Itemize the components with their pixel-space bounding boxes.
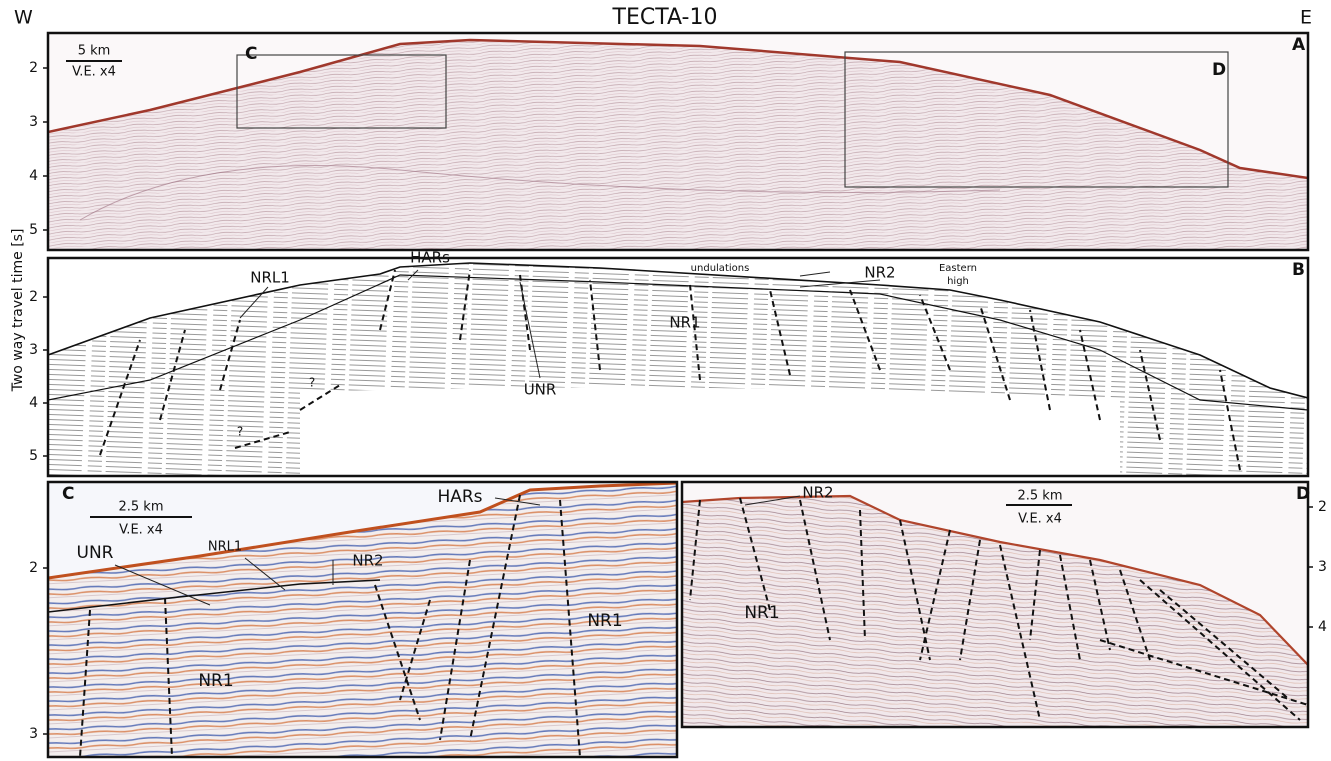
annotation: high bbox=[947, 276, 969, 287]
figure-title: TECTA-10 bbox=[612, 5, 718, 30]
panel-label: B bbox=[1292, 260, 1305, 280]
y-tick-label: 5 bbox=[29, 222, 38, 238]
y-tick-label: 3 bbox=[29, 726, 38, 742]
y-axis-label: Two way travel time [s] bbox=[10, 229, 26, 393]
east-label: E bbox=[1300, 7, 1312, 29]
annotation: NR1 bbox=[669, 314, 700, 332]
scale-label: 2.5 km bbox=[119, 500, 164, 515]
panel-label: A bbox=[1292, 35, 1306, 55]
ve-label: V.E. x4 bbox=[119, 523, 163, 538]
ve-label: V.E. x4 bbox=[72, 65, 116, 80]
y-tick-label: 4 bbox=[1318, 619, 1327, 635]
panel-label: D bbox=[1296, 484, 1310, 504]
annotation: NR1 bbox=[198, 671, 233, 691]
annotation: NRL1 bbox=[208, 540, 242, 555]
panel-b-image bbox=[48, 258, 1308, 476]
scale-label: 5 km bbox=[78, 44, 111, 59]
y-tick-label: 2 bbox=[29, 289, 38, 305]
annotation: UNR bbox=[77, 543, 114, 563]
box-c-label: C bbox=[245, 44, 257, 64]
y-tick-label: 3 bbox=[1318, 559, 1327, 575]
y-tick-label: 3 bbox=[29, 342, 38, 358]
annotation: undulations bbox=[691, 263, 750, 274]
annotation: ? bbox=[309, 376, 315, 390]
y-tick-label: 2 bbox=[29, 560, 38, 576]
annotation: NR1 bbox=[587, 611, 622, 631]
annotation: HARs bbox=[437, 487, 482, 507]
annotation: NR2 bbox=[352, 552, 383, 570]
annotation: NR2 bbox=[802, 484, 833, 502]
y-tick-label: 3 bbox=[29, 114, 38, 130]
y-tick-label: 4 bbox=[29, 168, 38, 184]
y-tick-label: 2 bbox=[1318, 499, 1327, 515]
annotation: NR2 bbox=[864, 264, 895, 282]
y-tick-label: 4 bbox=[29, 395, 38, 411]
annotation: NRL1 bbox=[250, 269, 290, 287]
figure: W TECTA-10 E Two way travel time [s] C D… bbox=[0, 0, 1331, 761]
annotation: NR1 bbox=[744, 603, 779, 623]
annotation: ? bbox=[237, 425, 243, 439]
west-label: W bbox=[14, 7, 33, 29]
annotation: Eastern bbox=[939, 263, 977, 274]
y-tick-label: 5 bbox=[29, 448, 38, 464]
annotation: UNR bbox=[524, 381, 557, 399]
annotation: HARs bbox=[410, 249, 450, 267]
ve-label: V.E. x4 bbox=[1018, 512, 1062, 527]
y-tick-label: 2 bbox=[29, 60, 38, 76]
scale-label: 2.5 km bbox=[1018, 489, 1063, 504]
box-d-label: D bbox=[1212, 60, 1226, 80]
panel-label: C bbox=[62, 484, 74, 504]
